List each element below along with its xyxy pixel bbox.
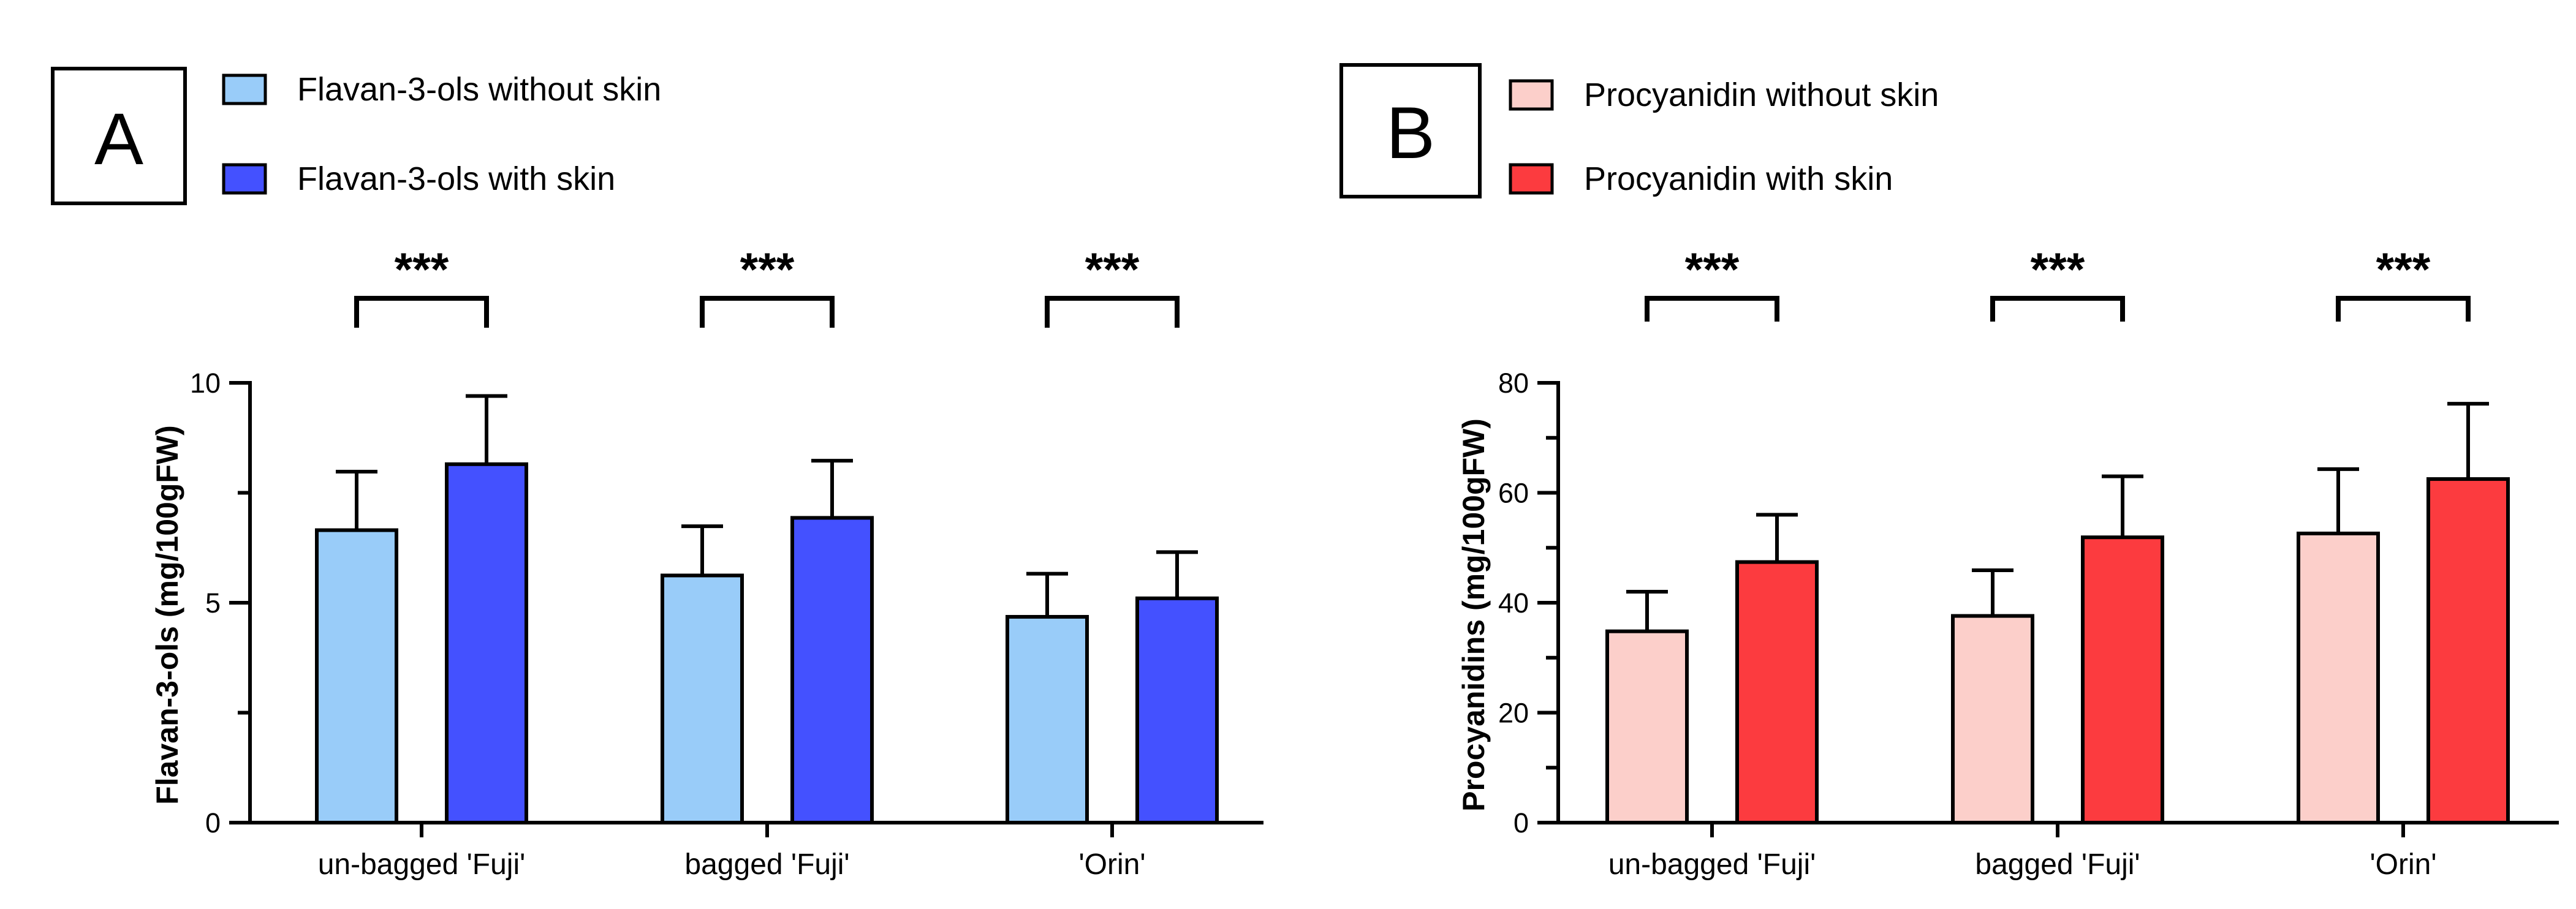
y-axis-title: Flavan-3-ols (mg/100gFW) (150, 425, 184, 805)
y-tick-label: 10 (190, 368, 221, 399)
significance-label: *** (2031, 244, 2085, 296)
significance-label: *** (2376, 244, 2431, 296)
significance-bracket (700, 296, 835, 328)
panel-a: A Flavan-3-ols without skin Flavan-3-ols w… (51, 67, 1263, 881)
panel-label: B (1386, 92, 1435, 174)
significance-bracket (1645, 296, 1779, 322)
legend-swatch-2 (222, 163, 267, 195)
x-tick-label: 'Orin' (2370, 848, 2436, 881)
significance-bracket (1045, 296, 1180, 328)
bar (1735, 560, 1819, 825)
y-tick-label: 80 (1498, 368, 1529, 399)
x-tick-label: bagged 'Fuji' (684, 848, 849, 881)
legend-swatch-2 (1509, 163, 1554, 195)
x-tick-label: un-bagged 'Fuji' (318, 848, 526, 881)
significance-bracket (1990, 296, 2125, 322)
significance-label: *** (740, 244, 795, 296)
y-axis-title: Procyanidins (mg/100gFW) (1457, 418, 1491, 812)
panel-label: A (94, 98, 143, 180)
panel-label-box (51, 67, 187, 205)
bar (1605, 629, 1689, 825)
x-tick-label: bagged 'Fuji' (1975, 848, 2140, 881)
y-tick-label: 20 (1498, 698, 1529, 729)
significance-bracket (354, 296, 489, 328)
bar (1135, 596, 1219, 824)
bar (790, 516, 874, 825)
legend-label-2: Flavan-3-ols with skin (297, 160, 615, 197)
bar (315, 528, 398, 825)
panel-b: B Procyanidin without skin Procyanidin wit… (1339, 63, 2559, 881)
legend-label-1: Procyanidin without skin (1584, 77, 1939, 113)
x-tick-label: un-bagged 'Fuji' (1608, 848, 1816, 881)
y-tick-label: 60 (1498, 478, 1529, 509)
significance-label: *** (1085, 244, 1140, 296)
bar (1951, 614, 2034, 824)
y-tick-label: 0 (205, 807, 221, 839)
y-tick-label: 5 (205, 587, 221, 619)
legend-swatch-1 (222, 74, 267, 105)
panel-label-box (1339, 63, 1482, 198)
x-tick-label: 'Orin' (1078, 848, 1145, 881)
bar (1006, 614, 1089, 824)
bar (2081, 535, 2164, 824)
legend-label-1: Flavan-3-ols without skin (297, 71, 661, 108)
significance-bracket (2336, 296, 2471, 322)
significance-label: *** (1685, 244, 1740, 296)
bar (2297, 531, 2380, 824)
legend-label-2: Procyanidin with skin (1584, 160, 1893, 197)
y-tick-label: 0 (1513, 807, 1529, 839)
bar (445, 462, 528, 824)
significance-label: *** (395, 244, 449, 296)
bar (2426, 477, 2510, 824)
bar (661, 573, 744, 824)
y-tick-label: 40 (1498, 587, 1529, 619)
legend-swatch-1 (1509, 79, 1554, 111)
